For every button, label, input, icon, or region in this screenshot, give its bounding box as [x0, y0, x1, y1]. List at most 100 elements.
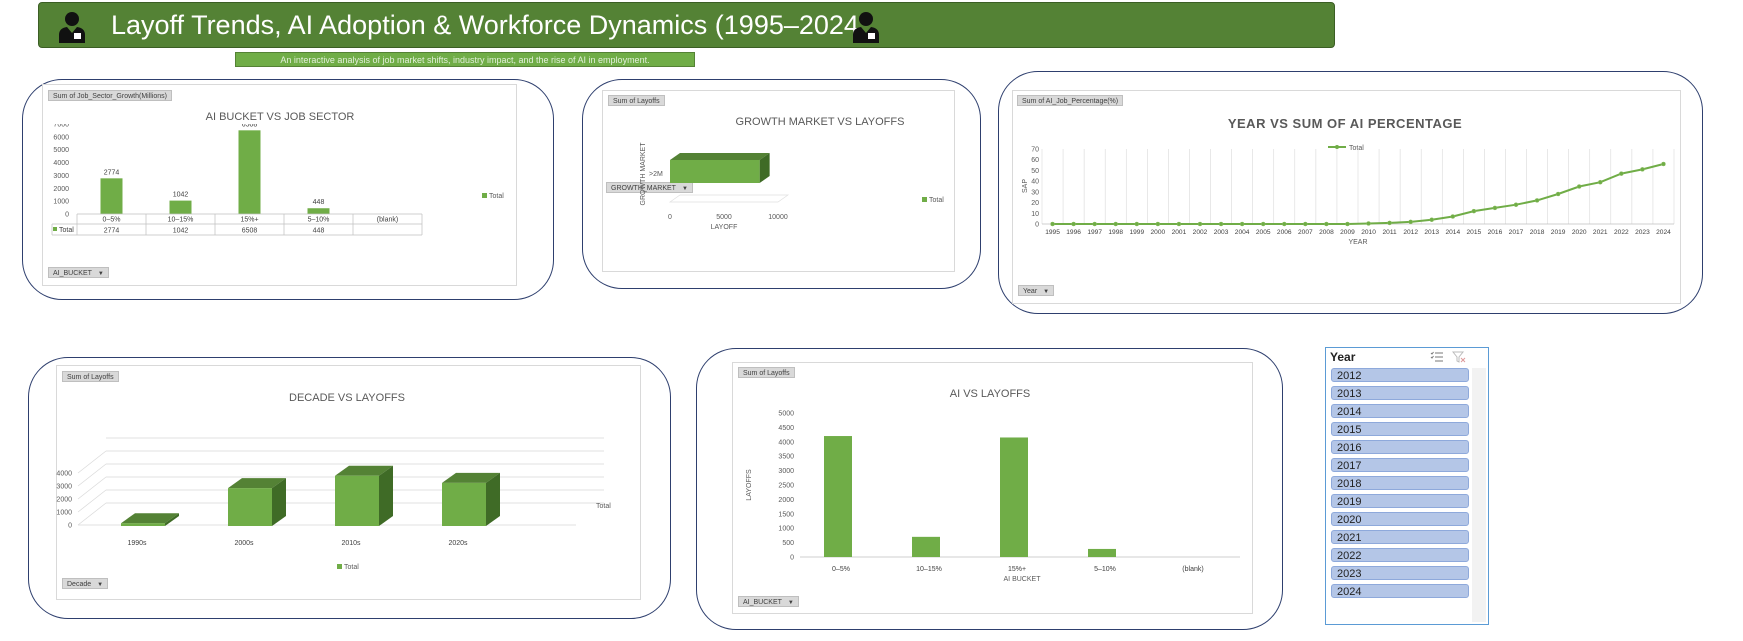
bar[interactable] [169, 200, 192, 214]
data-point[interactable] [1513, 202, 1519, 207]
slicer-item-2022[interactable]: 2022 [1331, 548, 1469, 562]
data-point[interactable] [1492, 205, 1498, 211]
slicer-item-2018[interactable]: 2018 [1331, 476, 1469, 490]
value-field-button[interactable]: Sum of Layoffs [608, 95, 665, 106]
y-tick-label: 30 [1031, 189, 1039, 196]
x-axis-title: AI BUCKET [1004, 576, 1042, 583]
axis-field-label: AI_BUCKET [53, 270, 92, 277]
y-tick-label: 60 [1031, 157, 1039, 164]
slicer-item-2021[interactable]: 2021 [1331, 530, 1469, 544]
slicer-item-2016[interactable]: 2016 [1331, 440, 1469, 454]
filter-field-dropdown[interactable]: GROWTH_MARKET ▼ [606, 182, 693, 193]
data-point[interactable] [1429, 217, 1434, 222]
data-point[interactable] [1218, 221, 1224, 227]
legend-label: Total [1349, 145, 1364, 152]
x-tick-label: 1996 [1066, 229, 1081, 236]
data-point[interactable] [1324, 221, 1329, 227]
bar-top-face [670, 153, 770, 160]
data-point[interactable] [1050, 221, 1055, 227]
axis-field-dropdown[interactable]: AI_BUCKET ▼ [738, 596, 799, 607]
x-tick-label: 2022 [1614, 229, 1629, 236]
value-field-button[interactable]: Sum of Layoffs [738, 367, 795, 378]
slicer-item-2023[interactable]: 2023 [1331, 566, 1469, 580]
bar[interactable] [1000, 437, 1028, 557]
data-point[interactable] [1408, 219, 1413, 225]
table-value-label: 448 [313, 228, 325, 235]
x-tick-label: (blank) [1182, 566, 1203, 573]
bar[interactable] [238, 130, 261, 214]
y-tick-label: 3500 [778, 454, 794, 461]
bar[interactable] [228, 488, 272, 526]
data-point[interactable] [1176, 221, 1182, 227]
data-point[interactable] [1197, 221, 1203, 227]
slicer-item-2012[interactable]: 2012 [1331, 368, 1469, 382]
x-tick-label: 2017 [1509, 229, 1524, 236]
data-point[interactable] [1113, 221, 1118, 227]
axis-field-dropdown[interactable]: Decade ▼ [62, 578, 109, 589]
y-tick-label: 2000 [778, 497, 794, 504]
bar[interactable] [307, 208, 330, 214]
y-tick-label: 70 [1031, 147, 1039, 154]
bar[interactable] [912, 536, 940, 557]
bar-side-face [486, 472, 500, 526]
slicer-item-2024[interactable]: 2024 [1331, 584, 1469, 598]
bar[interactable] [670, 160, 760, 183]
series-line[interactable] [1052, 163, 1664, 225]
gridline [77, 502, 107, 526]
axis-field-dropdown[interactable]: Year ▼ [1018, 285, 1055, 296]
slicer-scrollbar[interactable] [1472, 368, 1486, 622]
y-category-label: >2M [649, 171, 663, 178]
bar[interactable] [100, 178, 123, 214]
data-point[interactable] [1471, 208, 1477, 214]
data-point[interactable] [1282, 221, 1287, 227]
slicer-item-2020[interactable]: 2020 [1331, 512, 1469, 526]
data-point[interactable] [1134, 221, 1140, 227]
data-point[interactable] [1640, 167, 1645, 172]
dropdown-arrow-icon: ▼ [1043, 289, 1050, 295]
y-tick-label: 1500 [778, 511, 794, 518]
x-tick-label: 10000 [768, 214, 788, 221]
slicer-item-2019[interactable]: 2019 [1331, 494, 1469, 508]
data-point[interactable] [1092, 221, 1097, 227]
slicer-item-2013[interactable]: 2013 [1331, 386, 1469, 400]
bar[interactable] [335, 475, 379, 526]
data-point[interactable] [1303, 221, 1308, 227]
slicer-item-2015[interactable]: 2015 [1331, 422, 1469, 436]
data-point[interactable] [1619, 171, 1624, 176]
bar[interactable] [121, 523, 165, 526]
bar[interactable] [824, 436, 852, 557]
y-tick-label: 5000 [53, 147, 69, 154]
multi-select-icon[interactable] [1430, 351, 1444, 363]
x-tick-label: 2000s [234, 540, 254, 547]
table-category-label: (blank) [377, 217, 398, 224]
value-field-button[interactable]: Sum of AI_Job_Percentage(%) [1017, 95, 1124, 106]
data-point[interactable] [1598, 179, 1603, 185]
data-point[interactable] [1345, 221, 1350, 227]
data-point[interactable] [1661, 161, 1666, 167]
bar[interactable] [1088, 548, 1116, 557]
axis-field-dropdown[interactable]: AI_BUCKET ▼ [48, 267, 109, 278]
data-point[interactable] [1155, 221, 1161, 227]
data-point[interactable] [1534, 198, 1540, 203]
dropdown-arrow-icon: ▼ [681, 186, 688, 192]
slicer-item-2014[interactable]: 2014 [1331, 404, 1469, 418]
page-subtitle: An interactive analysis of job market sh… [235, 52, 695, 67]
data-point[interactable] [1387, 220, 1392, 226]
clear-filter-icon[interactable] [1452, 351, 1466, 363]
legend-marker [1335, 145, 1339, 149]
bar[interactable] [442, 482, 486, 526]
data-point[interactable] [1450, 214, 1456, 219]
data-point[interactable] [1366, 221, 1371, 226]
x-tick-label: 2013 [1424, 229, 1439, 236]
data-point[interactable] [1239, 221, 1245, 227]
slicer-item-2017[interactable]: 2017 [1331, 458, 1469, 472]
value-field-button[interactable]: Sum of Job_Sector_Growth(Millions) [48, 90, 172, 101]
x-tick-label: 2023 [1635, 229, 1650, 236]
data-point[interactable] [1071, 221, 1076, 227]
legend-label: Total [489, 193, 504, 200]
data-point[interactable] [1555, 191, 1561, 197]
data-point[interactable] [1576, 184, 1582, 189]
data-point[interactable] [1260, 221, 1266, 227]
value-field-button[interactable]: Sum of Layoffs [62, 371, 119, 382]
x-tick-label: 2002 [1193, 229, 1208, 236]
